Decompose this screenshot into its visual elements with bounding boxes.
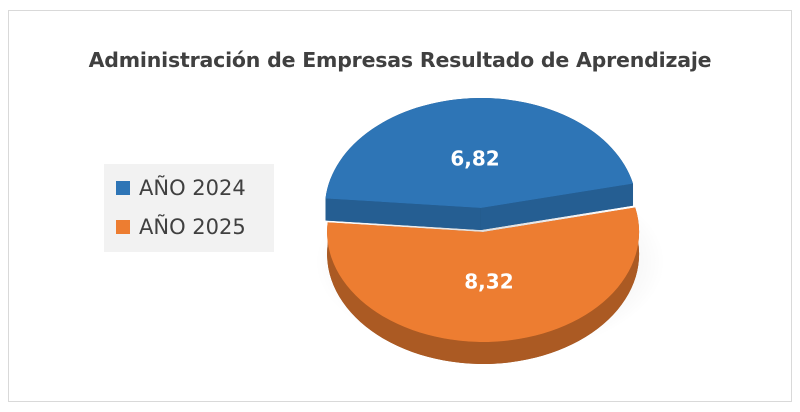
legend-item-2024: AÑO 2024 bbox=[116, 176, 246, 200]
legend-swatch-2025 bbox=[116, 220, 130, 234]
pie-slice-1 bbox=[325, 98, 634, 231]
legend-label-2024: AÑO 2024 bbox=[139, 176, 246, 200]
pie-slice-1-wall-start bbox=[325, 198, 481, 231]
legend-swatch-2024 bbox=[116, 181, 130, 195]
legend: AÑO 2024 AÑO 2025 bbox=[104, 164, 274, 252]
data-label-2: 8,32 bbox=[464, 269, 513, 293]
pie-slice-1-wall-end bbox=[480, 183, 634, 231]
legend-label-2025: AÑO 2025 bbox=[139, 215, 246, 239]
legend-item-2025: AÑO 2025 bbox=[116, 215, 246, 239]
pie-slice-2-top bbox=[327, 207, 640, 342]
data-label-1: 6,82 bbox=[450, 147, 499, 171]
pie-slice-1-top bbox=[325, 98, 634, 209]
chart-title: Administración de Empresas Resultado de … bbox=[88, 48, 712, 72]
pie-slice-2 bbox=[327, 207, 640, 364]
